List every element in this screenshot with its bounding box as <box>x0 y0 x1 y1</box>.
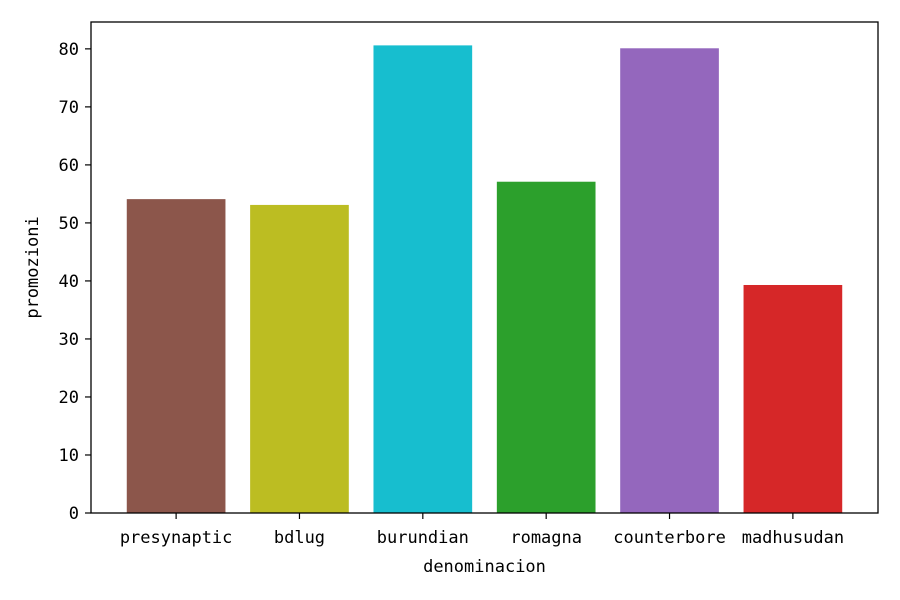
y-tick-label-10: 10 <box>59 446 79 466</box>
x-axis-label: denominacion <box>423 557 546 577</box>
bar-madhusudan <box>743 284 843 513</box>
y-tick-label-70: 70 <box>59 98 79 118</box>
x-tick-label-burundian: burundian <box>377 528 469 548</box>
x-tick-label-bdlug: bdlug <box>274 528 325 548</box>
x-tick-label-presynaptic: presynaptic <box>120 528 233 548</box>
bar-romagna <box>496 181 596 513</box>
y-tick-label-0: 0 <box>69 504 79 524</box>
y-axis-label: promozioni <box>23 216 43 318</box>
y-tick-label-80: 80 <box>59 40 79 60</box>
bar-burundian <box>373 45 473 513</box>
y-axis-ticks: 0 10 20 30 40 50 60 70 80 <box>59 40 91 524</box>
y-tick-label-60: 60 <box>59 156 79 176</box>
bar-counterbore <box>620 48 719 514</box>
plot-frame <box>90 21 879 514</box>
x-tick-label-counterbore: counterbore <box>613 528 726 548</box>
y-tick-label-20: 20 <box>59 388 79 408</box>
y-tick-label-40: 40 <box>59 272 79 292</box>
bar-bdlug <box>250 204 349 513</box>
y-tick-label-50: 50 <box>59 214 79 234</box>
y-tick-label-30: 30 <box>59 330 79 350</box>
bar-presynaptic <box>126 199 226 514</box>
x-axis-ticks: presynaptic bdlug burundian romagna counterb… <box>120 513 844 548</box>
x-tick-label-madhusudan: madhusudan <box>742 528 844 548</box>
x-tick-label-romagna: romagna <box>510 528 582 548</box>
bars-group <box>126 45 843 514</box>
